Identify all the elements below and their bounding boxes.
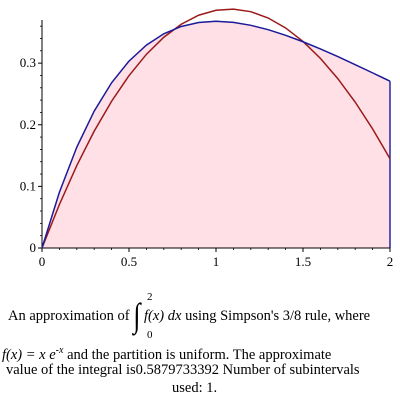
caption-part2: using Simpson's 3/8 rule, where — [185, 308, 371, 324]
caption-part5: Number of subintervals — [222, 362, 360, 378]
caption-part4: value of the integral is — [6, 362, 136, 378]
caption-part3: and the partition is uniform. The approx… — [67, 346, 332, 363]
approximation-plot: 0 0.5 1 1.5 2 0 0.1 0.2 0.3 — [20, 8, 394, 269]
x-tick-label: 2 — [387, 254, 394, 269]
y-tick-label: 0 — [30, 240, 37, 255]
function-definition: f(x) = x e — [2, 346, 56, 363]
integral-value: 0.5879733392 — [135, 362, 220, 378]
y-tick-label: 0.3 — [20, 55, 36, 70]
area-fill-layer — [42, 21, 390, 249]
curves-layer — [41, 8, 391, 249]
y-tick-label: 0.1 — [20, 178, 36, 193]
tick-labels-layer: 0 0.5 1 1.5 2 0 0.1 0.2 0.3 — [20, 55, 394, 269]
upper-limit: 2 — [147, 291, 153, 303]
x-tick-label: 1.5 — [295, 254, 311, 269]
approximation-curve — [41, 8, 391, 249]
x-tick-label: 0.5 — [121, 254, 137, 269]
exponent: -x — [55, 345, 64, 356]
function-curve — [41, 20, 391, 249]
caption-text-2: f(x) = x e-x and the partition is unifor… — [2, 342, 331, 364]
area-under-curve — [42, 21, 390, 249]
integrand: f(x) dx — [144, 308, 182, 324]
caption-text-3: value of the integral is0.5879733392 Num… — [6, 361, 360, 379]
lower-limit: 0 — [147, 329, 153, 341]
caption-part1: An approximation of — [8, 308, 130, 324]
x-tick-label: 0 — [39, 254, 46, 269]
integral-sign-icon: ∫ — [133, 296, 141, 335]
subinterval-count: 1. — [206, 380, 218, 396]
caption-part6: used: — [172, 380, 203, 396]
axes-layer — [38, 20, 391, 252]
x-tick-label: 1 — [213, 254, 220, 269]
caption-text-4: used: 1. — [172, 379, 217, 397]
caption-text-1: An approximation of ∫ 2 0 f(x) dx using … — [8, 291, 371, 341]
y-tick-label: 0.2 — [20, 117, 36, 132]
